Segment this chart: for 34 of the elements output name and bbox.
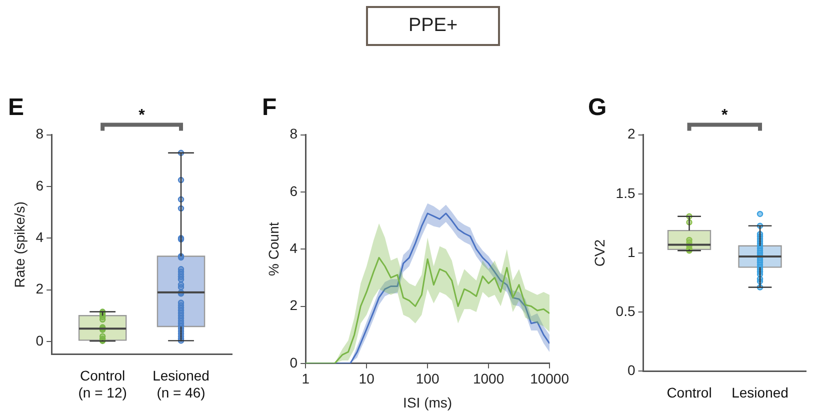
- x-tick-label: 1000: [472, 370, 504, 387]
- y-tick-label: 4: [36, 229, 44, 245]
- y-tick-label: 0: [290, 354, 298, 370]
- x-tick-label: Lesioned: [732, 384, 788, 400]
- x-tick-label: 1: [302, 370, 310, 387]
- chart-title: F: [262, 94, 277, 122]
- x-tick-label: 10: [358, 370, 375, 387]
- x-tick-label: Control (n = 12): [78, 368, 127, 400]
- y-tick-label: 1: [627, 244, 636, 260]
- y-tick-label: 0: [36, 332, 44, 348]
- y-axis-title: CV2: [591, 239, 608, 267]
- y-tick-label: 4: [290, 240, 298, 256]
- text: *: [722, 107, 729, 124]
- chart-title: E: [8, 94, 24, 122]
- y-tick-label: 8: [290, 126, 298, 142]
- chart-title: G: [588, 94, 607, 122]
- y-tick-label: 6: [36, 177, 44, 194]
- x-tick-label: 10000: [530, 370, 570, 387]
- x-tick-label: 100: [416, 370, 440, 387]
- y-tick-label: 8: [36, 126, 44, 142]
- y-tick-label: 2: [290, 297, 298, 314]
- text: *: [138, 107, 146, 124]
- x-tick-label: Lesioned (n = 46): [152, 368, 210, 400]
- y-tick-label: 2: [36, 280, 44, 297]
- x-tick-label: Control: [666, 384, 712, 400]
- y-tick-label: 1.5: [616, 184, 636, 201]
- y-tick-label: 6: [290, 182, 298, 199]
- x-axis-title: ISI (ms): [403, 394, 452, 410]
- y-tick-label: 0.5: [616, 302, 636, 319]
- text: PPE+: [366, 6, 500, 46]
- y-axis-title: % Count: [265, 222, 282, 276]
- y-axis-title: Rate (spike/s): [11, 201, 28, 288]
- y-tick-label: 0: [627, 362, 636, 378]
- y-tick-label: 2: [627, 126, 636, 142]
